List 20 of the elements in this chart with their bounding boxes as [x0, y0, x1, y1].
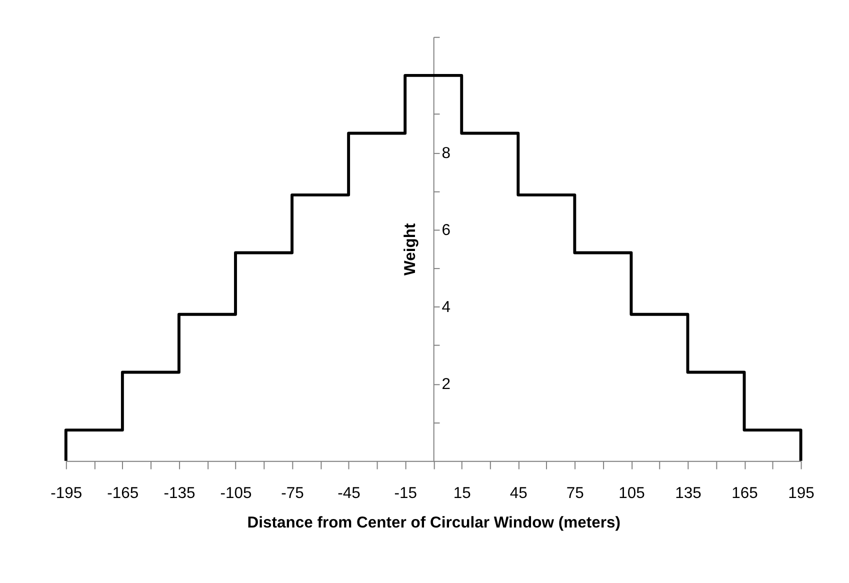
- x-tick-label: 105: [618, 484, 646, 502]
- x-axis-title: Distance from Center of Circular Window (meters): [247, 514, 620, 532]
- x-tick-label: -135: [164, 484, 196, 502]
- y-tick-label: 6: [442, 222, 451, 240]
- x-tick-label: -15: [394, 484, 418, 502]
- y-tick-label: 8: [442, 144, 451, 162]
- x-tick-label: -195: [50, 484, 82, 502]
- x-tick-label: -165: [107, 484, 139, 502]
- y-axis-title: Weight: [402, 222, 420, 276]
- x-tick-label: 135: [675, 484, 702, 502]
- y-tick-label: 2: [442, 376, 450, 394]
- x-tick-label: 195: [788, 484, 815, 502]
- x-tick-label: 165: [732, 484, 758, 502]
- x-tick-label: -45: [338, 484, 361, 502]
- x-tick-label: 45: [510, 484, 528, 502]
- x-tick-label: -105: [220, 484, 252, 502]
- x-tick-label: 15: [453, 484, 472, 502]
- y-tick-label: 4: [442, 299, 451, 316]
- x-tick-label: -75: [281, 484, 304, 502]
- x-tick-label: 75: [566, 484, 584, 502]
